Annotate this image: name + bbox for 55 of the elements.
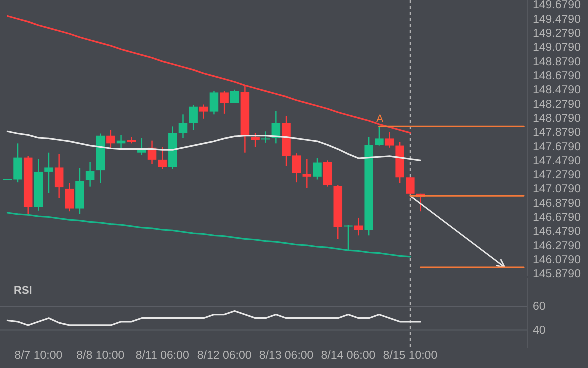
candlestick [44, 152, 54, 194]
y-tick-label: 148.4790 [533, 84, 581, 97]
x-tick-label: 8/7 10:00 [14, 350, 63, 362]
y-tick-label: 149.6790 [533, 0, 581, 12]
candlestick [200, 104, 208, 120]
candlestick [230, 89, 240, 104]
candlestick [106, 130, 116, 150]
x-tick-label: 8/8 10:00 [76, 350, 125, 362]
annotation: A [376, 114, 384, 126]
y-tick-label: 148.8790 [533, 56, 581, 68]
candlestick [251, 132, 260, 148]
candlestick [375, 126, 384, 146]
x-tick-label: 8/12 06:00 [197, 350, 252, 362]
candlestick [189, 104, 198, 131]
x-tick-label: 8/11 06:00 [136, 350, 190, 362]
text: RSI [14, 285, 32, 297]
candlestick [54, 154, 64, 199]
candlestick [323, 160, 332, 188]
candlestick [178, 114, 188, 139]
candlestick [86, 161, 95, 188]
y-tick-label: 149.4790 [533, 14, 581, 26]
x-tick-label: 8/14 06:00 [321, 350, 376, 362]
y-tick-label: 146.0790 [533, 254, 581, 266]
candlestick [385, 132, 394, 149]
y-tick-label: 149.2790 [533, 28, 581, 40]
candlestick [354, 217, 364, 236]
y-tick-label: 147.2790 [533, 170, 581, 182]
y-tick-label: 148.6790 [533, 70, 581, 82]
y-tick-label: 147.6790 [533, 141, 581, 154]
candlestick [344, 224, 353, 252]
y-tick-label: 148.2790 [533, 98, 581, 111]
line-series [6, 310, 422, 326]
y-tick-label: 149.0790 [533, 42, 581, 54]
y-tick-label: 146.2790 [533, 240, 581, 252]
candlestick [210, 90, 219, 116]
candlestick [65, 182, 74, 212]
candlestick [220, 90, 229, 115]
y-tick-label: 147.8790 [533, 127, 581, 140]
x-tick-label: 8/15 10:00 [383, 350, 438, 362]
candlestick [313, 158, 322, 180]
y-tick-label: 147.4790 [533, 155, 581, 168]
candlestick [302, 158, 312, 189]
y-tick-label: 146.4790 [533, 226, 581, 238]
y-tick-label: 148.0790 [533, 112, 581, 125]
candlestick [261, 131, 270, 144]
y-tick-label: 146.8790 [533, 198, 581, 210]
line-series [6, 212, 412, 258]
candlestick [158, 146, 167, 170]
candlestick [406, 177, 415, 196]
y-tick-label: 60 [533, 301, 546, 314]
y-tick-label: 147.0790 [533, 184, 581, 196]
x-tick-label: 8/13 06:00 [259, 350, 314, 362]
y-tick-label: 40 [533, 324, 546, 337]
y-tick-label: 145.8790 [533, 268, 581, 281]
y-tick-label: 146.6790 [533, 212, 581, 224]
